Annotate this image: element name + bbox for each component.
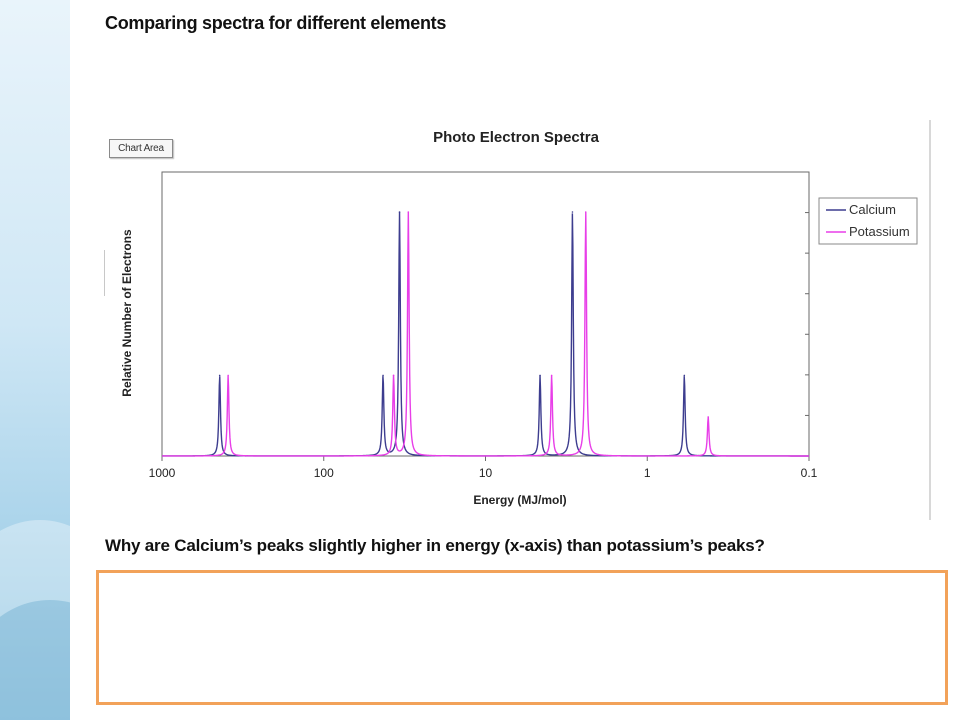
legend-box (818, 197, 918, 245)
series-line-potassium (162, 211, 809, 457)
divider-mark (104, 250, 105, 296)
x-tick-label: 1000 (149, 466, 176, 480)
peak-point-calcium (571, 211, 574, 213)
peak-point-potassium (407, 211, 410, 213)
peak-point-potassium (707, 416, 709, 418)
x-tick-label: 100 (314, 466, 334, 480)
decorative-side-band (0, 0, 70, 720)
peak-point-potassium (584, 211, 587, 213)
chart-area-tooltip: Chart Area (109, 139, 173, 158)
series-layer (162, 211, 809, 457)
y-axis-label: Relative Number of Electrons (120, 229, 134, 397)
x-tick-label: 0.1 (801, 466, 818, 480)
plot-area (161, 171, 810, 457)
peak-point-calcium (382, 374, 384, 377)
peak-point-calcium (539, 374, 541, 377)
question-text: Why are Calcium’s peaks slightly higher … (105, 536, 765, 555)
x-tick-label: 1 (644, 466, 651, 480)
x-tick-label: 10 (479, 466, 493, 480)
x-axis-label: Energy (MJ/mol) (473, 493, 566, 507)
legend: Calcium Potassium (818, 197, 918, 245)
peak-point-potassium (550, 374, 553, 377)
legend-label-calcium: Calcium (849, 202, 896, 217)
answer-text-box[interactable] (96, 570, 948, 705)
peak-point-calcium (398, 211, 401, 213)
x-axis-ticks: 1000 100 10 1 0.1 (149, 456, 818, 480)
peak-point-potassium (392, 374, 395, 377)
chart-title: Photo Electron Spectra (433, 129, 600, 146)
peak-point-calcium (683, 374, 686, 377)
legend-label-potassium: Potassium (849, 224, 910, 239)
peak-point-calcium (218, 374, 221, 377)
slide-divider (929, 120, 931, 520)
peak-point-potassium (227, 374, 229, 377)
page-heading: Comparing spectra for different elements (105, 13, 447, 33)
